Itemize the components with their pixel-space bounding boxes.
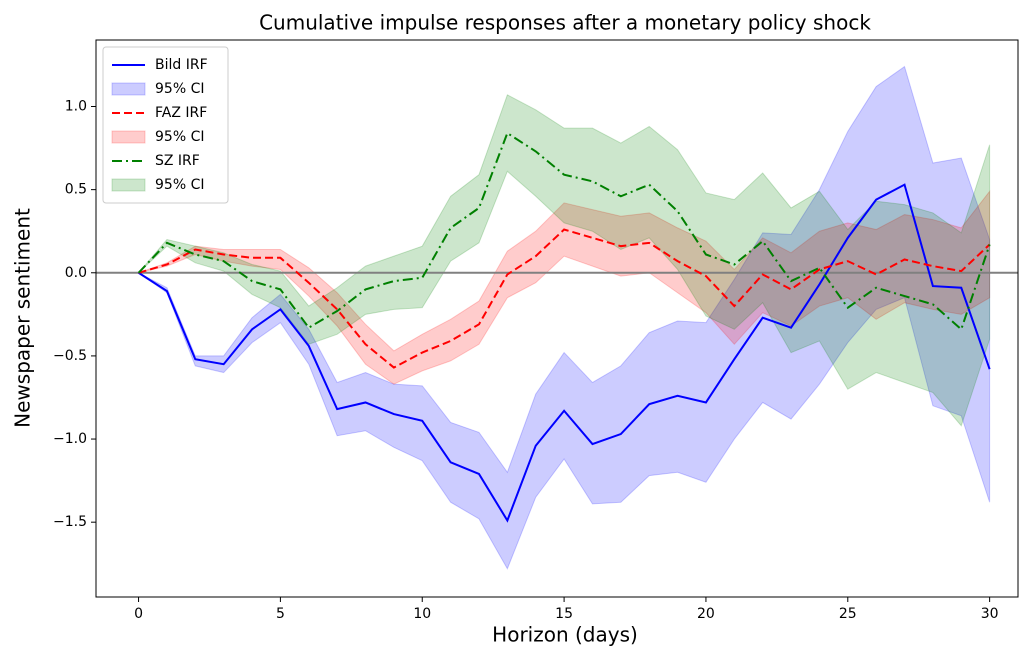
legend-patch	[111, 130, 146, 144]
legend-label: Bild IRF	[155, 57, 208, 73]
x-tick-label: 10	[413, 606, 431, 622]
y-tick-label: 0.0	[65, 265, 87, 281]
x-tick-label: 5	[276, 606, 285, 622]
y-tick-label: −1.5	[53, 514, 87, 530]
legend-label: 95% CI	[155, 129, 204, 145]
ci-band	[138, 94, 991, 427]
ci-band	[138, 65, 991, 570]
legend-patch	[111, 82, 146, 96]
irf-line	[137, 131, 991, 332]
legend-label: 95% CI	[155, 177, 204, 193]
legend-label: 95% CI	[155, 81, 204, 97]
x-tick-label: 20	[697, 606, 715, 622]
x-tick-label: 0	[134, 606, 143, 622]
legend-box	[102, 46, 229, 204]
x-tick-label: 15	[555, 606, 573, 622]
irf-line	[138, 228, 991, 369]
plot-frame	[95, 39, 1019, 598]
y-tick-label: 1.0	[65, 99, 87, 115]
chart-title: Cumulative impulse responses after a mon…	[259, 11, 871, 35]
legend-label: FAZ IRF	[155, 105, 207, 121]
x-tick-label: 25	[839, 606, 857, 622]
legend-label: SZ IRF	[155, 153, 200, 169]
y-tick-label: 0.5	[65, 182, 87, 198]
legend-patch	[111, 178, 146, 192]
x-axis-label: Horizon (days)	[492, 623, 638, 647]
y-tick-label: −1.0	[53, 431, 87, 447]
y-tick-label: −0.5	[53, 348, 87, 364]
y-axis-label: Newspaper sentiment	[11, 208, 35, 428]
x-tick-label: 30	[981, 606, 999, 622]
irf-line	[138, 183, 991, 523]
ci-band	[138, 189, 991, 385]
